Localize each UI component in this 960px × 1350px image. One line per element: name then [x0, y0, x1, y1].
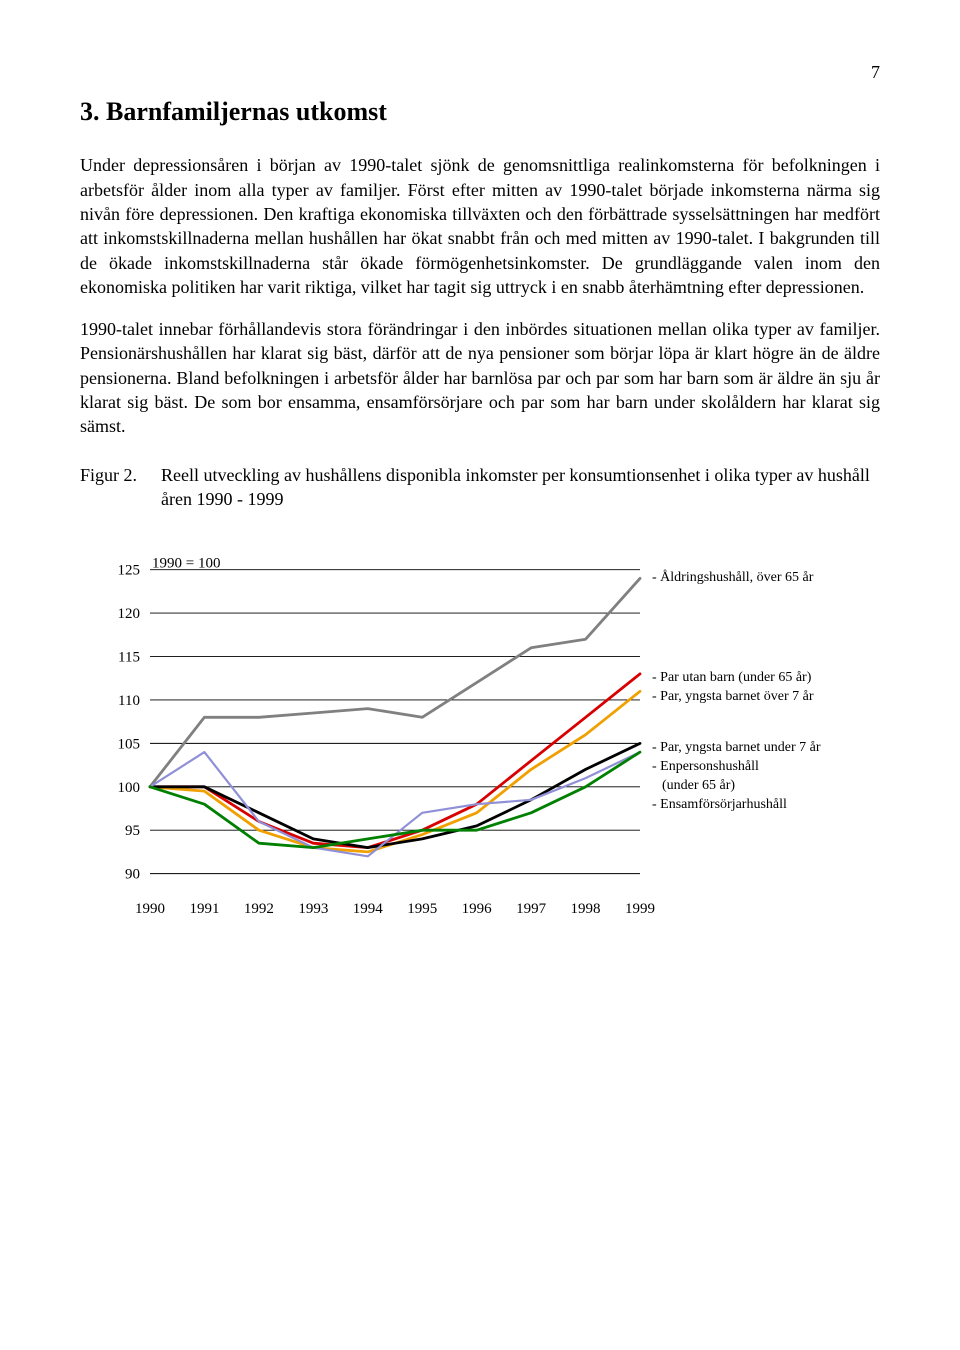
x-tick-label: 1999	[625, 901, 655, 917]
page-number: 7	[80, 60, 880, 84]
y-tick-label: 115	[118, 650, 140, 666]
chart-container: 1990 = 100909510010511011512012519901991…	[80, 551, 880, 921]
x-tick-label: 1995	[407, 901, 437, 917]
x-tick-label: 1992	[244, 901, 274, 917]
section-heading: 3. Barnfamiljernas utkomst	[80, 94, 880, 129]
x-tick-label: 1998	[571, 901, 601, 917]
y-tick-label: 95	[125, 823, 140, 839]
paragraph-2: 1990-talet innebar förhållandevis stora …	[80, 317, 880, 438]
x-tick-label: 1991	[189, 901, 219, 917]
series-par-over7	[150, 692, 640, 853]
x-tick-label: 1994	[353, 901, 384, 917]
x-tick-label: 1990	[135, 901, 165, 917]
y-tick-label: 100	[118, 780, 141, 796]
series-aldring	[150, 579, 640, 787]
legend-group-1: - Par utan barn (under 65 år)- Par, yngs…	[652, 669, 814, 707]
y-tick-label: 125	[118, 563, 141, 579]
legend-item: - Par, yngsta barnet över 7 år	[652, 688, 814, 707]
y-tick-label: 110	[118, 693, 140, 709]
y-tick-label: 105	[118, 737, 141, 753]
legend-item: - Enpersonshushåll	[652, 758, 821, 777]
legend-item: - Ensamförsörjarhushåll	[652, 796, 821, 815]
x-tick-label: 1997	[516, 901, 547, 917]
line-chart: 1990 = 100909510010511011512012519901991…	[80, 551, 880, 921]
figure-label: Figur 2.	[80, 463, 137, 512]
figure-text: Reell utveckling av hushållens disponibl…	[161, 463, 880, 512]
x-tick-label: 1996	[462, 901, 493, 917]
legend-item: - Åldringshushåll, över 65 år	[652, 569, 813, 588]
x-tick-label: 1993	[298, 901, 328, 917]
legend-group-2: - Par, yngsta barnet under 7 år- Enperso…	[652, 739, 821, 815]
legend-item: (under 65 år)	[652, 777, 821, 796]
legend-item: - Par utan barn (under 65 år)	[652, 669, 814, 688]
paragraph-1: Under depressionsåren i början av 1990-t…	[80, 153, 880, 299]
figure-caption: Figur 2. Reell utveckling av hushållens …	[80, 463, 880, 512]
y-tick-label: 120	[118, 606, 141, 622]
y-tick-label: 90	[125, 867, 140, 883]
legend-group-0: - Åldringshushåll, över 65 år	[652, 569, 813, 588]
legend-item: - Par, yngsta barnet under 7 år	[652, 739, 821, 758]
